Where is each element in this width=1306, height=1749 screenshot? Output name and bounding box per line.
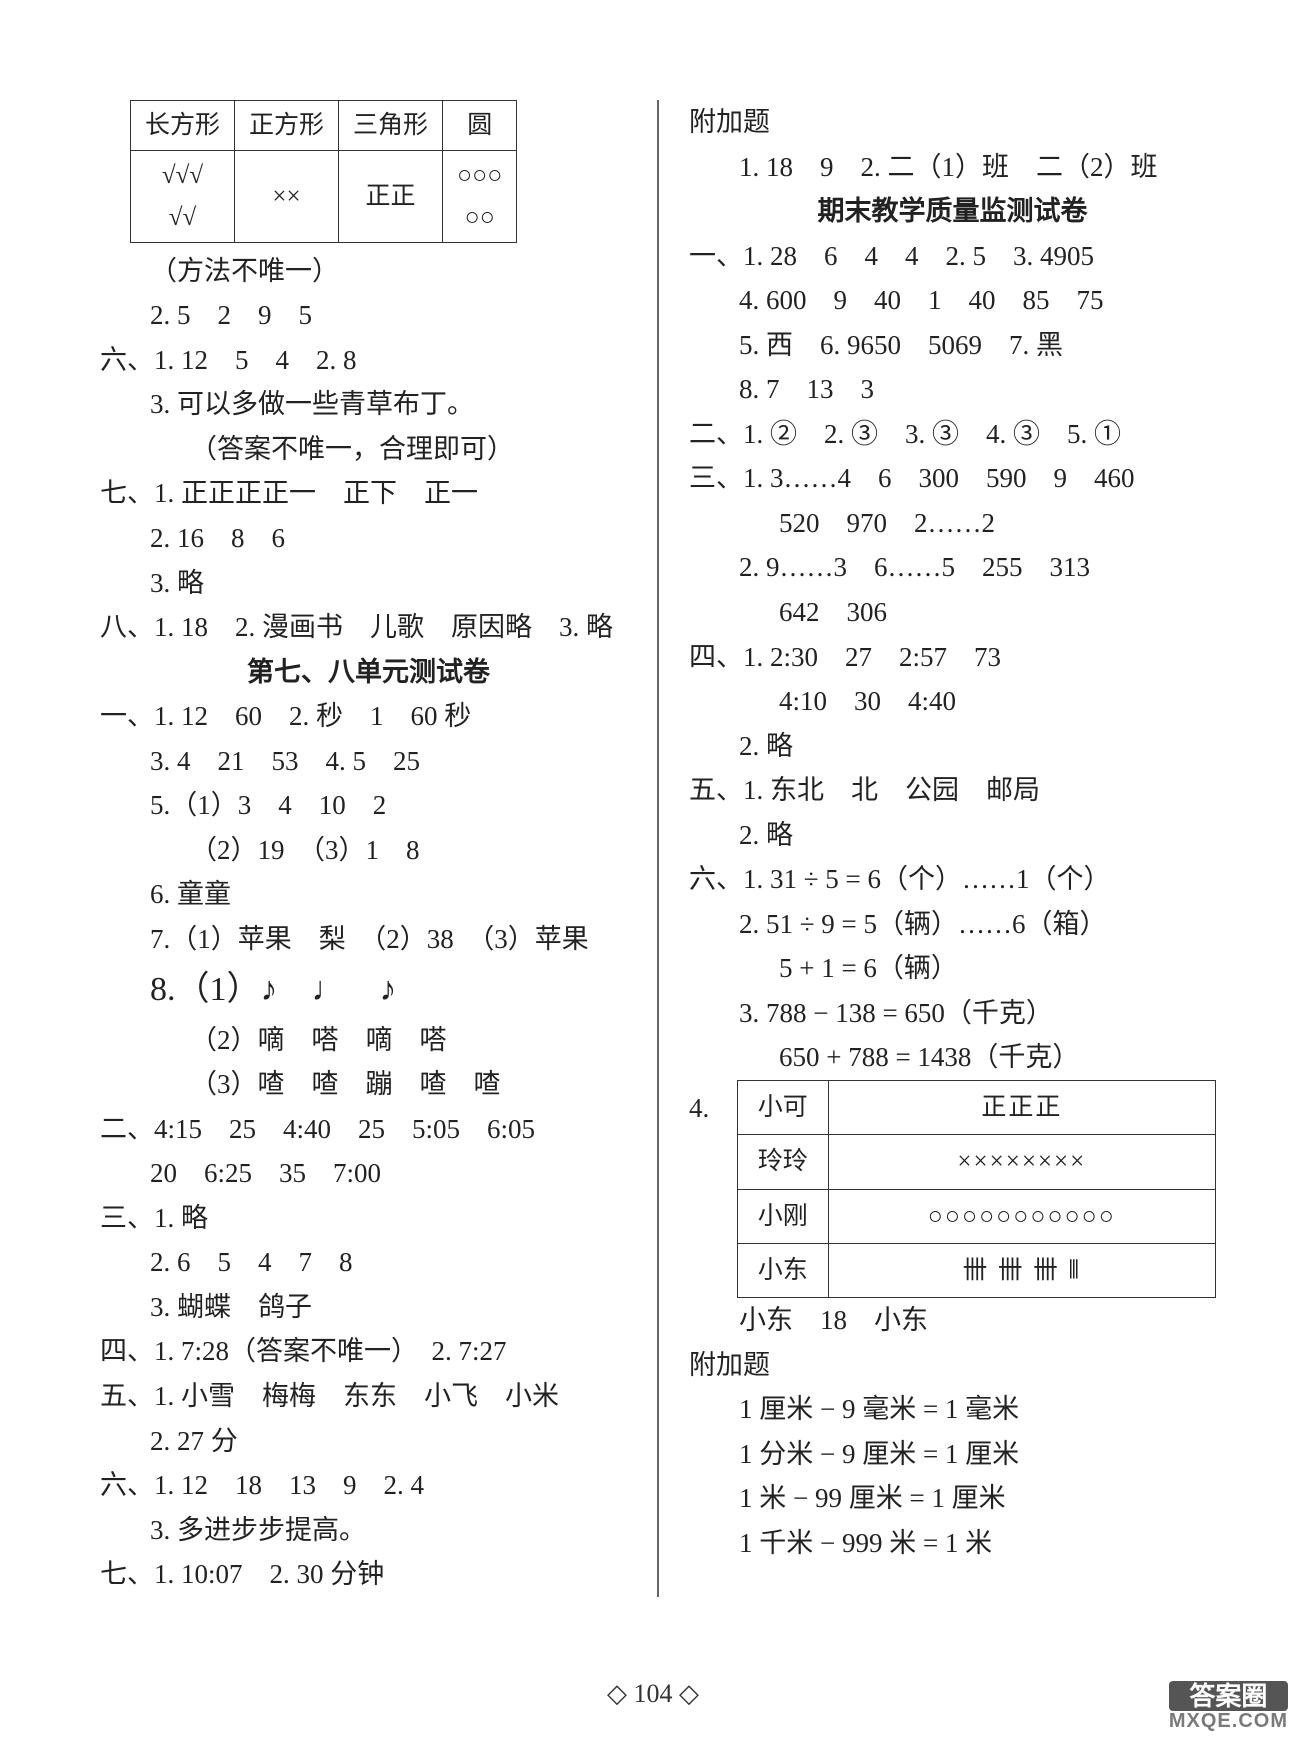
text-line: 3. 蝴蝶 鸽子 bbox=[100, 1285, 637, 1330]
val-xiaogang: ○○○○○○○○○○○ bbox=[828, 1189, 1215, 1243]
text-line: 4. 600 9 40 1 40 85 75 bbox=[689, 278, 1216, 323]
val-xiaodong: 卌 卌 卌 ⦀ bbox=[828, 1243, 1215, 1297]
text-line: 5. 西 6. 9650 5069 7. 黑 bbox=[689, 323, 1216, 368]
text-line: 第七、八单元测试卷 bbox=[100, 650, 637, 695]
text-line: 3. 略 bbox=[100, 561, 637, 606]
text-line: 8.（1）♪ ♩ ♪ bbox=[100, 962, 637, 1018]
text-line: 二、4:15 25 4:40 25 5:05 6:05 bbox=[100, 1107, 637, 1152]
td-rect: √√√ √√ bbox=[131, 151, 235, 243]
q6-4-wrapper: 4. 小可正正正 玲玲×××××××× 小刚○○○○○○○○○○○ 小东卌 卌 … bbox=[689, 1080, 1216, 1298]
text-line: 五、1. 东北 北 公园 邮局 bbox=[689, 768, 1216, 813]
text-line: 3. 788 − 138 = 650（千克） bbox=[689, 991, 1216, 1036]
td-circle: ○○○ ○○ bbox=[443, 151, 517, 243]
right-after-lines: 小东 18 小东附加题1 厘米 − 9 毫米 = 1 毫米1 分米 − 9 厘米… bbox=[689, 1298, 1216, 1565]
text-line: 2. 16 8 6 bbox=[100, 516, 637, 561]
text-line: 八、1. 18 2. 漫画书 儿歌 原因略 3. 略 bbox=[100, 605, 637, 650]
text-line: （2）嘀 嗒 嘀 嗒 bbox=[100, 1018, 637, 1063]
text-line: 2. 5 2 9 5 bbox=[100, 293, 637, 338]
th-square: 正方形 bbox=[235, 101, 339, 151]
right-lines: 附加题1. 18 9 2. 二（1）班 二（2）班期末教学质量监测试卷一、1. … bbox=[689, 100, 1216, 1080]
text-line: 5.（1）3 4 10 2 bbox=[100, 783, 637, 828]
th-triangle: 三角形 bbox=[339, 101, 443, 151]
page-footer: ◇ 104 ◇ bbox=[0, 1679, 1306, 1709]
row-xiaoke: 小可 bbox=[737, 1081, 828, 1135]
text-line: 3. 多进步步提高。 bbox=[100, 1508, 637, 1553]
left-column: 长方形 正方形 三角形 圆 √√√ √√ ×× 正正 ○○○ ○○ （方法不唯一… bbox=[100, 100, 637, 1597]
watermark: 答案圈 MXQE.COM bbox=[1169, 1681, 1288, 1731]
text-line: 二、1. ② 2. ③ 3. ③ 4. ③ 5. ① bbox=[689, 412, 1216, 457]
text-line: （3）喳 喳 蹦 喳 喳 bbox=[100, 1062, 637, 1107]
text-line: 1. 18 9 2. 二（1）班 二（2）班 bbox=[689, 145, 1216, 190]
text-line: 附加题 bbox=[689, 1343, 1216, 1388]
text-line: 5 + 1 = 6（辆） bbox=[689, 946, 1216, 991]
text-line: 六、1. 12 5 4 2. 8 bbox=[100, 338, 637, 383]
text-line: 3. 4 21 53 4. 5 25 bbox=[100, 739, 637, 784]
text-line: 1 厘米 − 9 毫米 = 1 毫米 bbox=[689, 1387, 1216, 1432]
text-line: 2. 27 分 bbox=[100, 1419, 637, 1464]
text-line: 七、1. 10:07 2. 30 分钟 bbox=[100, 1552, 637, 1597]
text-line: 1 米 − 99 厘米 = 1 厘米 bbox=[689, 1476, 1216, 1521]
text-line: 小东 18 小东 bbox=[689, 1298, 1216, 1343]
q6-4-label: 4. bbox=[689, 1080, 737, 1131]
page-body: 长方形 正方形 三角形 圆 √√√ √√ ×× 正正 ○○○ ○○ （方法不唯一… bbox=[0, 0, 1306, 1657]
watermark-title: 答案圈 bbox=[1169, 1681, 1288, 1711]
text-line: （2）19 （3）1 8 bbox=[100, 828, 637, 873]
text-line: 期末教学质量监测试卷 bbox=[689, 189, 1216, 234]
row-lingling: 玲玲 bbox=[737, 1135, 828, 1189]
text-line: 520 970 2……2 bbox=[689, 501, 1216, 546]
text-line: 三、1. 3……4 6 300 590 9 460 bbox=[689, 456, 1216, 501]
val-lingling: ×××××××× bbox=[828, 1135, 1215, 1189]
text-line: 650 + 788 = 1438（千克） bbox=[689, 1035, 1216, 1080]
text-line: 7.（1）苹果 梨 （2）38 （3）苹果 bbox=[100, 917, 637, 962]
page-number: 104 bbox=[634, 1679, 673, 1708]
th-rect: 长方形 bbox=[131, 101, 235, 151]
shape-table: 长方形 正方形 三角形 圆 √√√ √√ ×× 正正 ○○○ ○○ bbox=[130, 100, 517, 243]
tally-table: 小可正正正 玲玲×××××××× 小刚○○○○○○○○○○○ 小东卌 卌 卌 ⦀ bbox=[737, 1080, 1216, 1298]
th-circle: 圆 bbox=[443, 101, 517, 151]
text-line: 六、1. 12 18 13 9 2. 4 bbox=[100, 1463, 637, 1508]
text-line: 六、1. 31 ÷ 5 = 6（个）……1（个） bbox=[689, 857, 1216, 902]
text-line: 1 千米 − 999 米 = 1 米 bbox=[689, 1521, 1216, 1566]
text-line: 1 分米 − 9 厘米 = 1 厘米 bbox=[689, 1432, 1216, 1477]
row-xiaogang: 小刚 bbox=[737, 1189, 828, 1243]
text-line: 四、1. 7:28（答案不唯一） 2. 7:27 bbox=[100, 1329, 637, 1374]
text-line: 附加题 bbox=[689, 100, 1216, 145]
column-divider bbox=[657, 100, 659, 1597]
td-triangle: 正正 bbox=[339, 151, 443, 243]
td-square: ×× bbox=[235, 151, 339, 243]
text-line: （方法不唯一） bbox=[100, 249, 637, 294]
text-line: 七、1. 正正正正一 正下 正一 bbox=[100, 471, 637, 516]
text-line: 五、1. 小雪 梅梅 东东 小飞 小米 bbox=[100, 1374, 637, 1419]
val-xiaoke: 正正正 bbox=[828, 1081, 1215, 1135]
row-xiaodong: 小东 bbox=[737, 1243, 828, 1297]
text-line: 2. 6 5 4 7 8 bbox=[100, 1240, 637, 1285]
text-line: 一、1. 28 6 4 4 2. 5 3. 4905 bbox=[689, 234, 1216, 279]
text-line: 2. 略 bbox=[689, 724, 1216, 769]
left-lines: （方法不唯一）2. 5 2 9 5六、1. 12 5 4 2. 83. 可以多做… bbox=[100, 249, 637, 1597]
text-line: 20 6:25 35 7:00 bbox=[100, 1151, 637, 1196]
text-line: 6. 童童 bbox=[100, 872, 637, 917]
text-line: 3. 可以多做一些青草布丁。 bbox=[100, 382, 637, 427]
text-line: 4:10 30 4:40 bbox=[689, 679, 1216, 724]
text-line: 2. 9……3 6……5 255 313 bbox=[689, 545, 1216, 590]
text-line: （答案不唯一，合理即可） bbox=[100, 427, 637, 472]
text-line: 8. 7 13 3 bbox=[689, 367, 1216, 412]
text-line: 642 306 bbox=[689, 590, 1216, 635]
text-line: 2. 略 bbox=[689, 813, 1216, 858]
right-column: 附加题1. 18 9 2. 二（1）班 二（2）班期末教学质量监测试卷一、1. … bbox=[689, 100, 1216, 1597]
text-line: 三、1. 略 bbox=[100, 1196, 637, 1241]
text-line: 2. 51 ÷ 9 = 5（辆）……6（箱） bbox=[689, 902, 1216, 947]
watermark-url: MXQE.COM bbox=[1169, 1711, 1288, 1731]
text-line: 一、1. 12 60 2. 秒 1 60 秒 bbox=[100, 694, 637, 739]
text-line: 四、1. 2:30 27 2:57 73 bbox=[689, 635, 1216, 680]
